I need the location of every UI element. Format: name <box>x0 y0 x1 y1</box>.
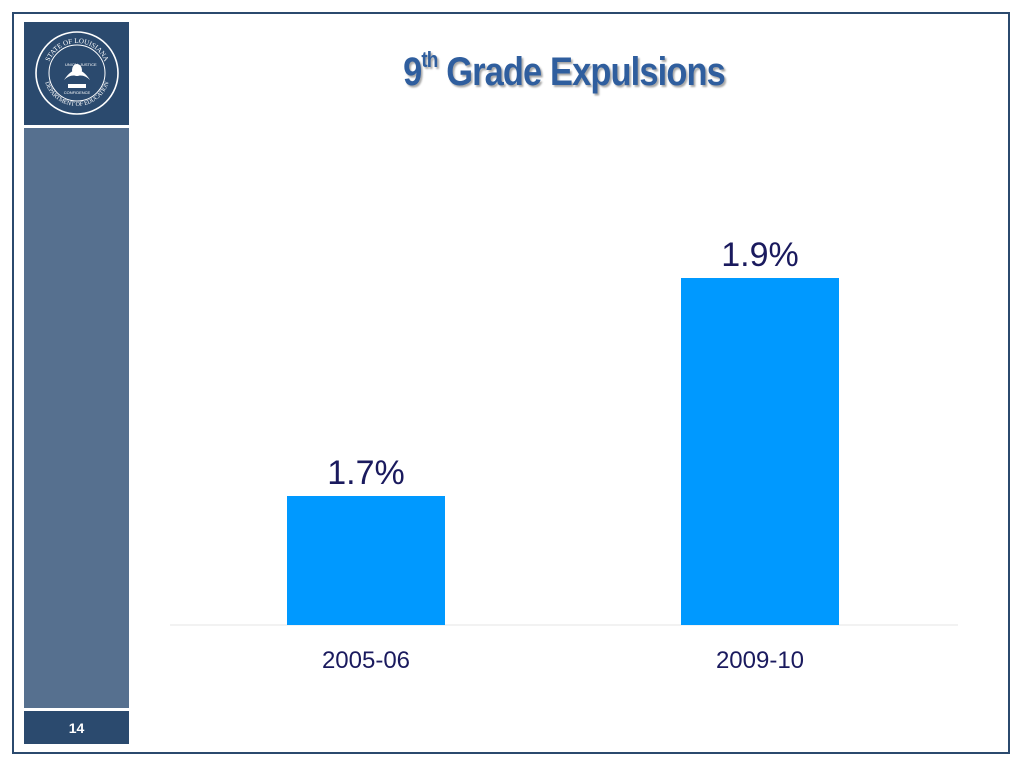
bar-2005-06 <box>287 496 445 625</box>
svg-text:JUSTICE: JUSTICE <box>80 62 97 67</box>
category-label: 2005-06 <box>322 647 410 674</box>
svg-text:CONFIDENCE: CONFIDENCE <box>64 90 91 95</box>
category-label: 2009-10 <box>716 647 804 674</box>
bars-group: 1.7% 2005-06 1.9% 2009-10 <box>287 236 839 674</box>
page-number: 14 <box>24 711 129 744</box>
bar-value-label: 1.9% <box>721 236 799 274</box>
title-number: 9 <box>403 50 422 94</box>
department-of-education-seal-icon: STATE OF LOUISIANA DEPARTMENT OF EDUCATI… <box>35 31 119 115</box>
slide-title: 9th Grade Expulsions <box>208 46 920 95</box>
slide-frame <box>12 12 1010 754</box>
bar-value-label: 1.7% <box>327 454 405 492</box>
svg-text:UNION: UNION <box>65 62 78 67</box>
title-superscript: th <box>421 46 438 72</box>
title-text: Grade Expulsions <box>446 50 726 94</box>
sidebar-panel <box>24 128 129 708</box>
bar-2009-10 <box>681 278 839 625</box>
